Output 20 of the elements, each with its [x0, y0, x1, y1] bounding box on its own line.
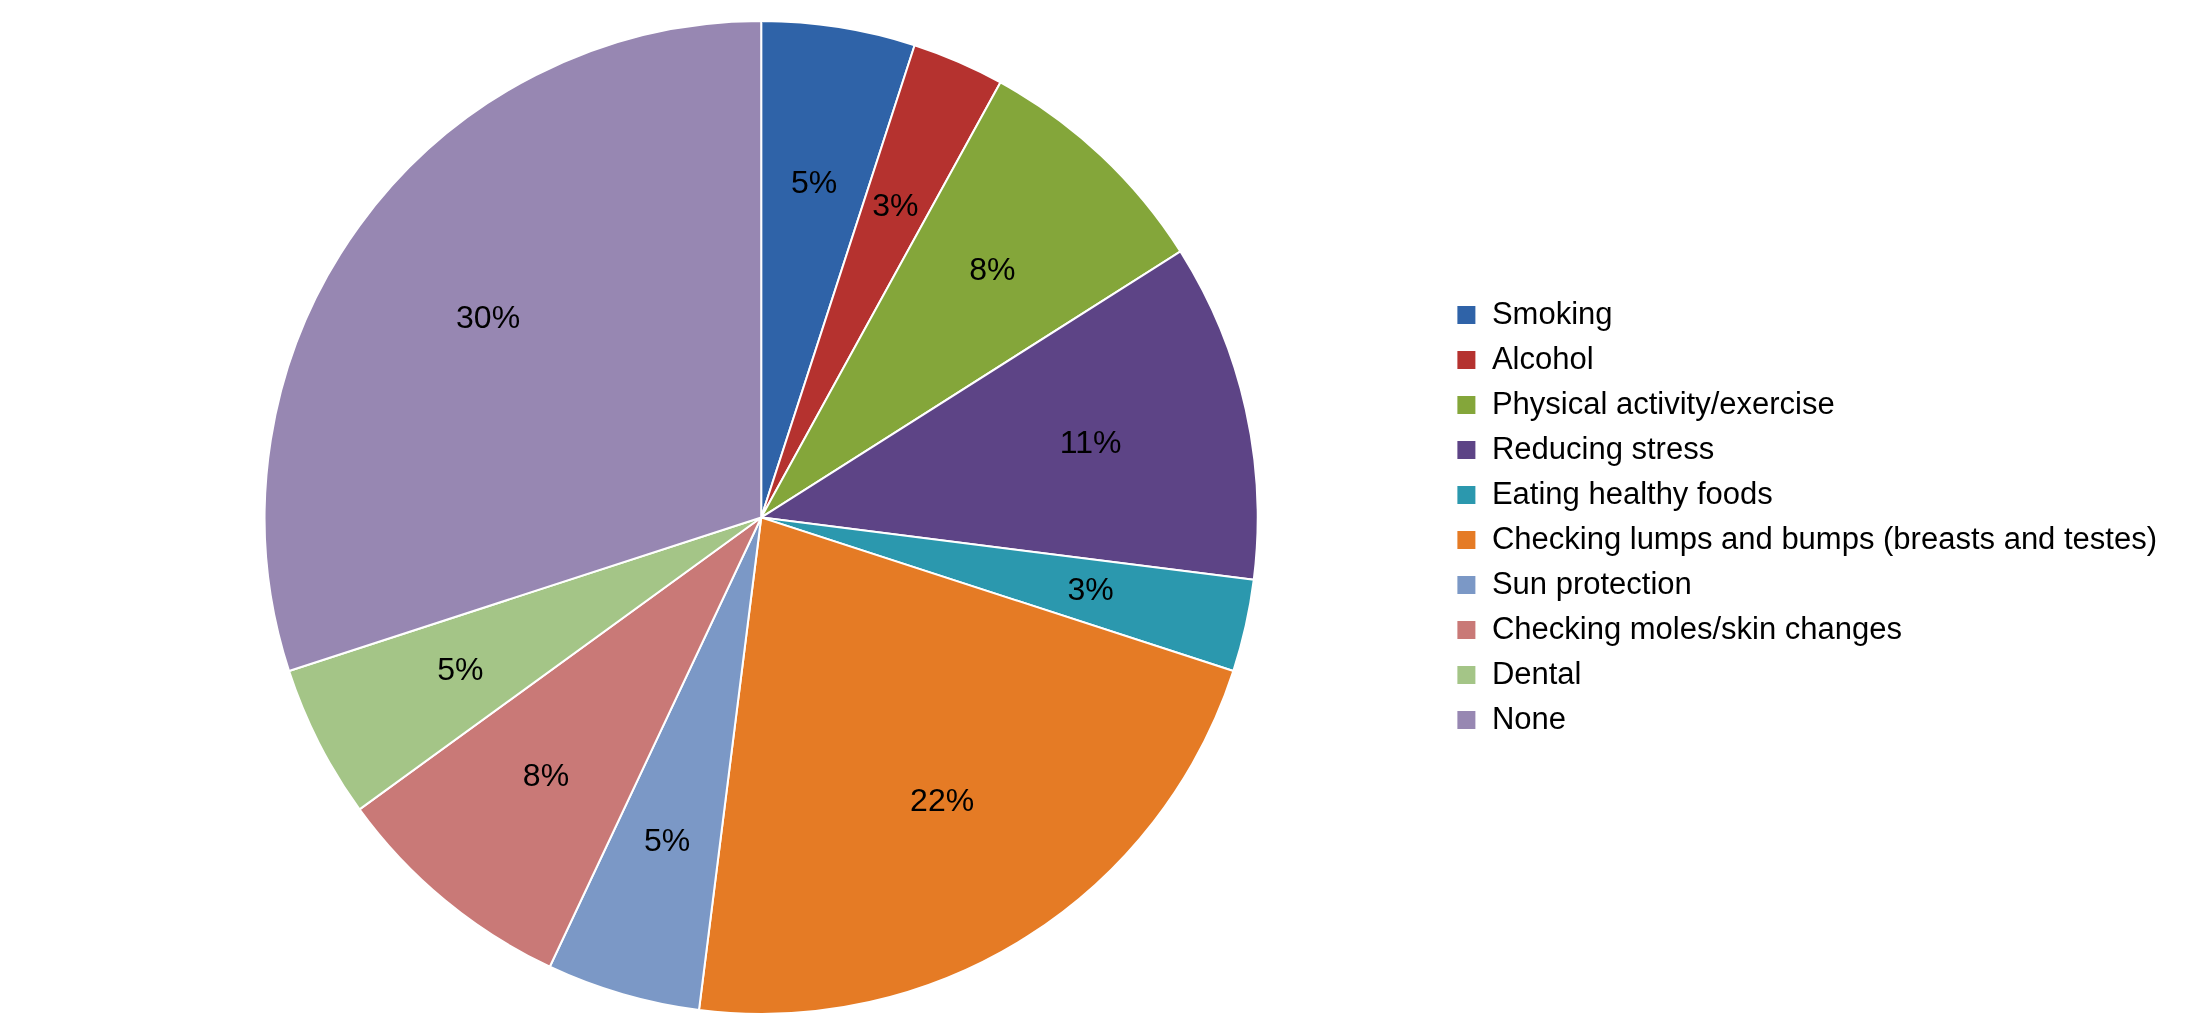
data-label: 5% [643, 821, 691, 858]
data-label: 11% [1059, 423, 1122, 460]
legend-label: Checking moles/skin changes [1491, 610, 1902, 646]
data-label: 8% [522, 757, 570, 794]
data-label: 30% [456, 298, 521, 335]
legend-label: Physical activity/exercise [1491, 385, 1835, 421]
legend-label: Reducing stress [1491, 430, 1715, 466]
data-label: 5% [437, 650, 484, 687]
data-label: 3% [872, 187, 919, 224]
data-label: 22% [910, 782, 975, 819]
legend-label: Checking lumps and bumps (breasts and testes) [1491, 520, 2157, 556]
data-label: 5% [790, 163, 838, 200]
legend-label: Eating healthy foods [1491, 475, 1773, 511]
legend-label: Alcohol [1491, 340, 1594, 376]
legend-label: None [1491, 700, 1566, 736]
data-label: 8% [969, 251, 1016, 288]
legend-label: Smoking [1491, 295, 1613, 331]
legend-label: Dental [1491, 655, 1582, 691]
data-label: 3% [1067, 570, 1114, 607]
legend-label: Sun protection [1491, 565, 1692, 601]
